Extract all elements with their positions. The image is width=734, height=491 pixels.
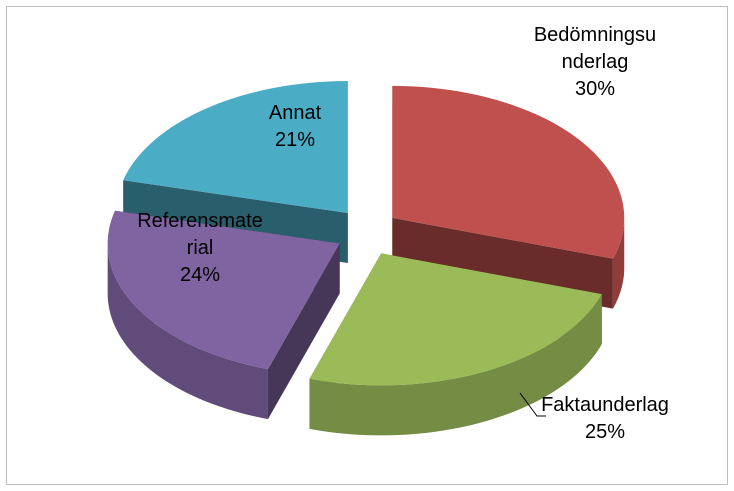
data-label: Referensmaterial 24%	[135, 208, 265, 289]
label-value: 25%	[584, 421, 626, 443]
label-value: 21%	[274, 129, 316, 151]
slice-top	[309, 253, 602, 386]
label-name: Referensmaterial	[137, 210, 263, 259]
label-value: 24%	[179, 264, 221, 286]
slice-side-wall	[392, 217, 613, 309]
data-label: Bedömningsunderlag 30%	[530, 22, 660, 103]
label-name: Annat	[268, 102, 322, 124]
pie-slice	[392, 85, 625, 309]
slice-outer-wall	[309, 294, 602, 436]
leader-line	[519, 392, 546, 417]
pie-slice	[309, 253, 602, 436]
label-name: Faktaunderlag	[541, 394, 669, 416]
slice-top	[123, 81, 348, 214]
data-label: Annat 21%	[240, 100, 350, 154]
label-value: 30%	[574, 78, 616, 100]
slice-top	[107, 210, 340, 370]
pie-slice	[107, 210, 340, 420]
slice-outer-wall	[107, 243, 268, 420]
data-label: Faktaunderlag 25%	[540, 392, 670, 446]
label-name: Bedömningsunderlag	[533, 24, 657, 73]
slice-top	[392, 85, 625, 259]
slice-outer-wall	[612, 217, 625, 309]
